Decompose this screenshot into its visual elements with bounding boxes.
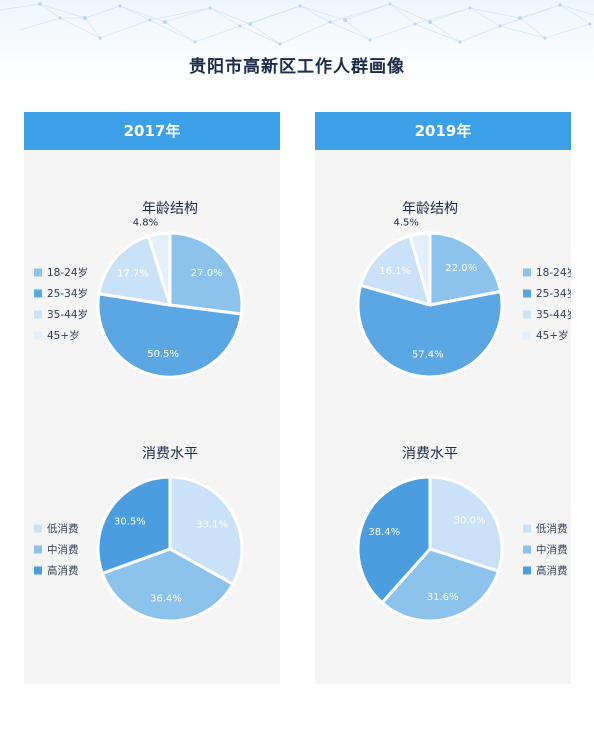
legend-swatch bbox=[523, 331, 531, 340]
slice-value-label: 57.4% bbox=[412, 349, 444, 360]
legend-swatch bbox=[34, 524, 42, 533]
pie-slice bbox=[97, 234, 172, 307]
legend-item-label: 35-44岁 bbox=[47, 308, 88, 321]
legend-swatch bbox=[34, 331, 42, 340]
legend-item-label: 高消费 bbox=[536, 564, 568, 577]
pie-slice bbox=[96, 292, 243, 379]
chart-title: 消费水平 bbox=[142, 446, 198, 462]
slice-value-label: 17.7% bbox=[117, 269, 149, 280]
legend-swatch bbox=[523, 566, 531, 575]
header-network-background bbox=[0, 0, 594, 80]
panel-2017: 2017年 年龄结构 27.0% 50.5% 17.7% 4.8% 18-24岁 25-34… bbox=[24, 112, 280, 684]
slice-value-label: 36.4% bbox=[150, 593, 182, 604]
legend-item-label: 低消费 bbox=[47, 522, 79, 535]
legend-item-label: 35-44岁 bbox=[536, 308, 571, 321]
pie-slice bbox=[147, 231, 172, 307]
chart-title: 年龄结构 bbox=[142, 201, 198, 217]
slice-value-label: 27.0% bbox=[191, 268, 223, 279]
legend-item-label: 中消费 bbox=[536, 543, 568, 556]
legend-item-label: 45+岁 bbox=[536, 329, 569, 342]
legend-swatch bbox=[34, 310, 42, 319]
pie-slice bbox=[356, 475, 432, 605]
legend-swatch bbox=[523, 310, 531, 319]
slice-value-label: 22.0% bbox=[445, 263, 477, 274]
page-title: 贵阳市高新区工作人群画像 bbox=[189, 57, 405, 77]
slice-value-label: 50.5% bbox=[147, 349, 179, 360]
slice-value-label: 33.1% bbox=[196, 520, 228, 531]
legend-item-label: 45+岁 bbox=[47, 329, 80, 342]
legend-swatch bbox=[523, 545, 531, 554]
slice-value-label: 4.8% bbox=[133, 218, 158, 229]
pie-slice bbox=[96, 475, 172, 575]
pie-slice bbox=[408, 231, 432, 307]
legend-item-label: 中消费 bbox=[47, 543, 79, 556]
panel-year-header: 2017年 bbox=[24, 112, 280, 150]
pie-slice bbox=[356, 283, 504, 379]
legend-swatch bbox=[523, 268, 531, 277]
slice-value-label: 16.1% bbox=[379, 266, 411, 277]
legend-item-label: 25-34岁 bbox=[536, 287, 571, 300]
slice-value-label: 4.5% bbox=[393, 217, 418, 228]
chart-title: 消费水平 bbox=[402, 446, 458, 462]
panel-2019: 2019年 年龄结构 22.0% 57.4% 16.1% 4.5% 18-24岁 25-34… bbox=[315, 112, 571, 684]
panel-charts: 年龄结构 27.0% 50.5% 17.7% 4.8% 18-24岁 25-34岁 35-44… bbox=[34, 201, 244, 623]
pie-slice bbox=[428, 231, 503, 307]
chart-title: 年龄结构 bbox=[402, 201, 458, 217]
legend-item-label: 25-34岁 bbox=[47, 287, 88, 300]
pie-slice bbox=[168, 475, 244, 586]
pie-slice bbox=[359, 234, 432, 307]
panel-year-header: 2019年 bbox=[315, 112, 571, 150]
legend-swatch bbox=[523, 289, 531, 298]
pie-slice bbox=[428, 475, 504, 573]
slice-value-label: 30.5% bbox=[114, 516, 146, 527]
slice-value-label: 31.6% bbox=[427, 592, 459, 603]
network-pattern bbox=[0, 2, 594, 46]
legend-swatch bbox=[34, 289, 42, 298]
pie-slice bbox=[100, 547, 235, 623]
legend-item-label: 低消费 bbox=[536, 522, 568, 535]
legend-swatch bbox=[523, 524, 531, 533]
slice-value-label: 38.4% bbox=[368, 527, 400, 538]
legend-item-label: 18-24岁 bbox=[536, 266, 571, 279]
legend-swatch bbox=[34, 545, 42, 554]
legend-swatch bbox=[34, 268, 42, 277]
panel-charts: 年龄结构 22.0% 57.4% 16.1% 4.5% 18-24岁 25-34岁 35-44… bbox=[356, 201, 571, 623]
pie-slice bbox=[380, 547, 500, 623]
legend-item-label: 18-24岁 bbox=[47, 266, 88, 279]
pie-slice bbox=[168, 231, 244, 316]
slice-value-label: 30.0% bbox=[454, 516, 486, 527]
legend-item-label: 高消费 bbox=[47, 564, 79, 577]
legend-swatch bbox=[34, 566, 42, 575]
